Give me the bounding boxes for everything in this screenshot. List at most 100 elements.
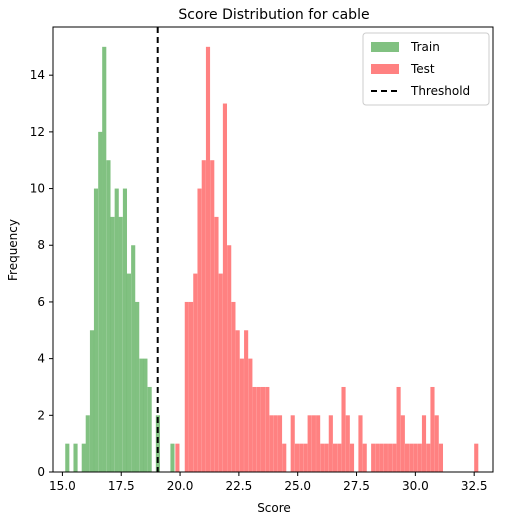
x-tick-label-3: 22.5 [226,479,253,493]
bar-test-27 [299,443,304,472]
y-tick-label-7: 14 [30,68,45,82]
chart-title: Score Distribution for cable [178,7,369,23]
plot-area: 15.0 17.5 20.0 22.5 25.0 27.5 30.0 32.5 0 2 4 6 8 10 1… [30,26,494,493]
bar-test-21 [269,415,274,472]
x-tick-label-7: 32.5 [461,479,488,493]
bar-test-32 [320,443,325,472]
bar-test-28 [303,443,308,472]
bar-test-39 [349,443,355,472]
bar-test-50 [405,443,410,472]
bar-test-55 [426,443,431,472]
bar-test-4 [197,188,202,472]
bar-test-51 [409,443,414,472]
bar-train-11 [118,216,123,472]
x-tick-label-4: 25.0 [284,479,311,493]
bar-test-30 [311,415,316,472]
bar-test-23 [277,415,283,472]
bar-test-31 [316,415,321,472]
y-tick-label-5: 10 [30,182,45,196]
x-tick-label-2: 20.0 [167,479,194,493]
y-tick-label-1: 2 [37,408,45,422]
bar-test-44 [379,443,384,472]
bar-test-14 [239,358,244,472]
bar-test-19 [261,386,266,472]
bar-test-29 [307,415,312,472]
bar-train-4 [89,330,95,472]
bar-train-18 [147,386,152,472]
bar-test-37 [341,386,346,472]
bar-test-53 [417,443,422,472]
bar-test-48 [396,386,401,472]
bar-test-35 [333,443,338,472]
bar-train-6 [98,131,103,472]
bar-train-16 [139,358,144,472]
bar-test-26 [294,443,300,472]
bar-test-58 [438,443,444,472]
bar-test-38 [345,415,350,472]
y-tick-label-6: 12 [30,125,45,139]
bar-train-14 [131,245,136,472]
bar-test-12 [231,301,236,472]
legend-label-threshold: Threshold [410,84,470,98]
y-tick-label-3: 6 [37,295,45,309]
bar-train-1 [73,443,78,472]
bar-test-22 [273,415,278,472]
y-axis-label: Frequency [6,219,20,281]
y-tick-label-4: 8 [37,238,45,252]
series-test [175,46,479,473]
bar-test-24 [282,443,287,472]
x-tick-label-0: 15.0 [49,479,76,493]
bar-test-45 [383,443,388,472]
bar-train-15 [135,301,140,472]
bar-test-52 [413,443,418,472]
x-axis-label: Score [257,501,291,515]
bar-train-0 [65,443,70,472]
bar-test-18 [256,386,261,472]
bar-train-21 [170,443,175,472]
bar-test-9 [218,273,223,472]
bar-test-36 [337,443,342,472]
bar-train-2 [81,443,86,472]
x-tick-label-5: 27.5 [343,479,370,493]
bar-test-8 [214,216,219,472]
legend-swatch-test [371,64,399,74]
plot-frame [52,26,494,473]
bar-test-54 [421,415,427,472]
bar-test-20 [265,386,270,472]
bar-test-47 [392,443,397,472]
bar-test-5 [201,160,206,472]
bar-test-43 [375,443,380,472]
bar-test-13 [235,330,240,472]
bar-test-1 [184,301,189,472]
series-train [65,46,175,473]
bar-train-7 [102,46,107,473]
legend-swatch-train [371,42,399,52]
bar-test-6 [205,46,211,473]
bar-train-17 [143,358,148,472]
bar-test-3 [193,273,198,472]
legend-label-test: Test [410,62,435,76]
y-tick-label-2: 4 [37,352,45,366]
bar-test-57 [434,415,439,472]
bar-test-15 [244,330,249,472]
bar-train-10 [114,188,119,472]
x-tick-label-1: 17.5 [108,479,135,493]
legend-label-train: Train [410,40,440,54]
bar-test-56 [430,386,435,472]
bar-test-40 [358,415,363,472]
bar-test-25 [290,415,295,472]
bar-test-46 [388,443,393,472]
bar-test-33 [324,443,329,472]
bar-test-34 [328,415,333,472]
bar-train-3 [85,415,90,472]
bar-test-10 [222,103,228,472]
legend: Train Test Threshold [362,32,490,106]
bar-train-8 [106,160,111,472]
bar-train-13 [126,273,132,472]
bar-train-9 [110,216,115,472]
bar-test-16 [248,358,253,472]
bar-test-7 [210,160,215,472]
bar-test-41 [362,443,367,472]
